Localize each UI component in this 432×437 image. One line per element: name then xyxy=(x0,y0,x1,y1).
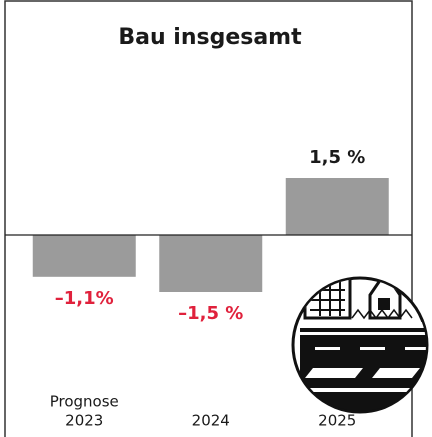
x-tick-label: 2025 xyxy=(318,412,356,430)
bar xyxy=(33,235,136,277)
annotation: Prognose xyxy=(50,393,119,411)
x-tick-label: 2024 xyxy=(192,412,230,430)
chart-title: Bau insgesamt xyxy=(118,25,302,50)
chart: Bau insgesamt –1,1% 2023 –1,5 % 2024 1,5 % 20… xyxy=(0,0,432,437)
bar xyxy=(159,235,262,292)
value-label: –1,5 % xyxy=(178,303,243,324)
bar xyxy=(286,178,389,235)
value-label: –1,1% xyxy=(55,288,114,309)
value-label: 1,5 % xyxy=(309,147,365,168)
x-tick-label: 2023 xyxy=(65,412,103,430)
